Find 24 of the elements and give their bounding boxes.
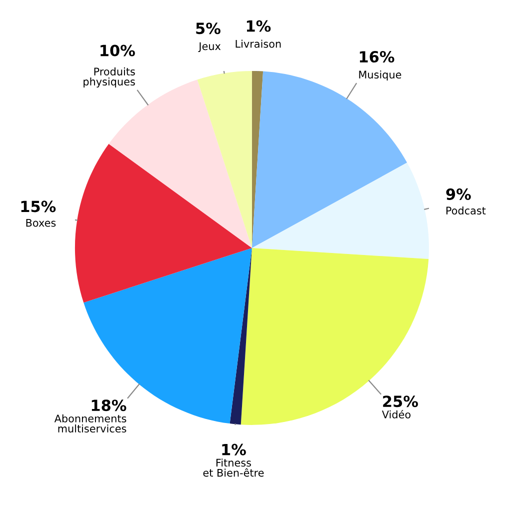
- pie-slice: [197, 70, 252, 248]
- data-label: 1%: [222, 444, 246, 456]
- slice-label: Fitness et Bien-être: [203, 458, 264, 477]
- data-label: 5%: [196, 22, 220, 34]
- slice-label: Jeux: [198, 42, 221, 52]
- slice-label: Vidéo: [382, 410, 410, 418]
- pie-slice: [74, 144, 252, 303]
- pie-slice: [240, 248, 429, 425]
- pie-slice: [252, 162, 429, 260]
- data-label: 15%: [21, 200, 56, 212]
- data-label: 1%: [246, 20, 271, 32]
- slice-label: Podcast: [446, 206, 486, 215]
- pie-slice: [252, 71, 408, 248]
- slice-label: Musique: [359, 70, 402, 81]
- data-label: 10%: [100, 44, 135, 56]
- data-label: 18%: [92, 400, 126, 412]
- data-label: 16%: [360, 51, 394, 63]
- pie-slice: [230, 248, 252, 425]
- slice-label: Boxes: [26, 219, 56, 227]
- slice-label: Livraison: [236, 40, 281, 48]
- data-label: 25%: [383, 396, 418, 408]
- slice-label: Produits physiques: [84, 67, 135, 88]
- data-label: 9%: [446, 188, 471, 200]
- slice-label: Abonnements multiservices: [54, 414, 126, 433]
